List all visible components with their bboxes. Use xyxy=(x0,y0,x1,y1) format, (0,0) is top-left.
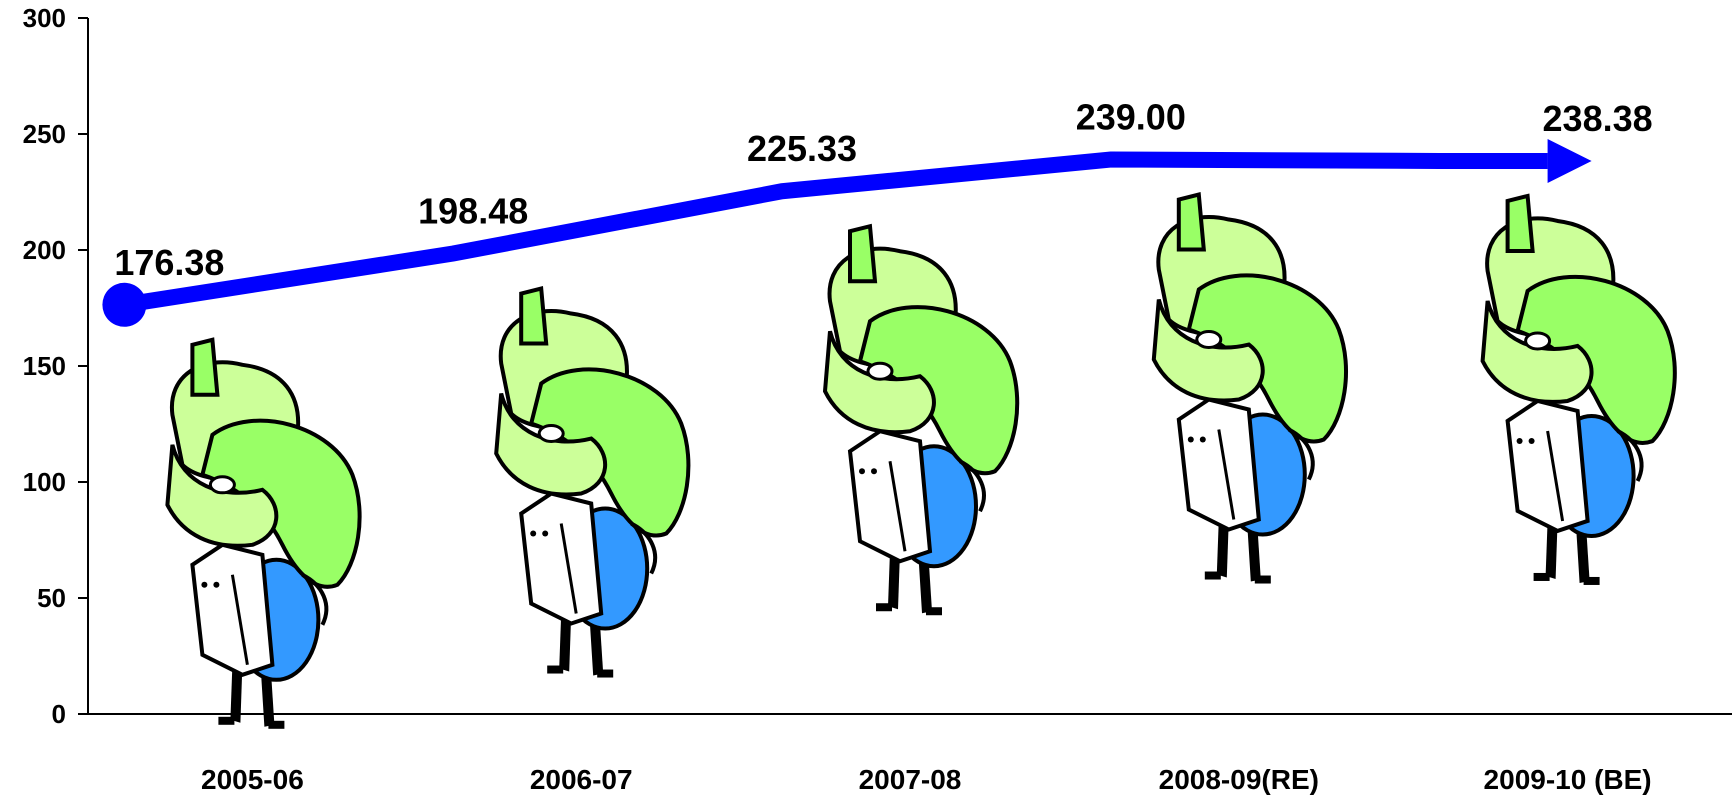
money-bag-carrier-icon xyxy=(1151,192,1349,586)
money-bag-carrier-icon xyxy=(494,286,691,680)
x-category-label: 2007-08 xyxy=(859,764,962,795)
data-label: 239.00 xyxy=(1076,97,1186,138)
y-tick-label: 300 xyxy=(23,3,66,33)
y-tick-label: 200 xyxy=(23,235,66,265)
x-category-label: 2006-07 xyxy=(530,764,633,795)
series-layer xyxy=(102,138,1592,327)
x-category-label: 2009-10 (BE) xyxy=(1484,764,1652,795)
y-tick-label: 250 xyxy=(23,119,66,149)
series-start-marker xyxy=(102,282,147,327)
money-bag-carrier-icon xyxy=(165,337,362,731)
series-arrowhead xyxy=(1547,138,1592,183)
y-tick-label: 150 xyxy=(23,351,66,381)
y-tick-label: 0 xyxy=(52,699,66,729)
series-line xyxy=(123,151,1548,313)
x-category-label: 2005-06 xyxy=(201,764,304,795)
x-labels: 2005-06 2006-07 2007-08 2008-09(RE) 2009-10 … xyxy=(201,764,1652,795)
data-label: 225.33 xyxy=(747,128,857,169)
data-label: 176.38 xyxy=(114,242,224,283)
money-bag-carrier-icon xyxy=(1480,193,1677,587)
data-label: 198.48 xyxy=(418,191,528,232)
y-ticks: 0 50 100 150 200 250 300 xyxy=(23,3,88,729)
x-category-label: 2008-09(RE) xyxy=(1159,764,1319,795)
y-tick-label: 50 xyxy=(37,583,66,613)
data-label: 238.38 xyxy=(1543,98,1653,139)
figures-layer xyxy=(165,192,1677,731)
y-tick-label: 100 xyxy=(23,467,66,497)
data-labels: 176.38 198.48 225.33 239.00 238.38 xyxy=(114,97,1652,283)
money-bag-carrier-icon xyxy=(823,224,1020,618)
